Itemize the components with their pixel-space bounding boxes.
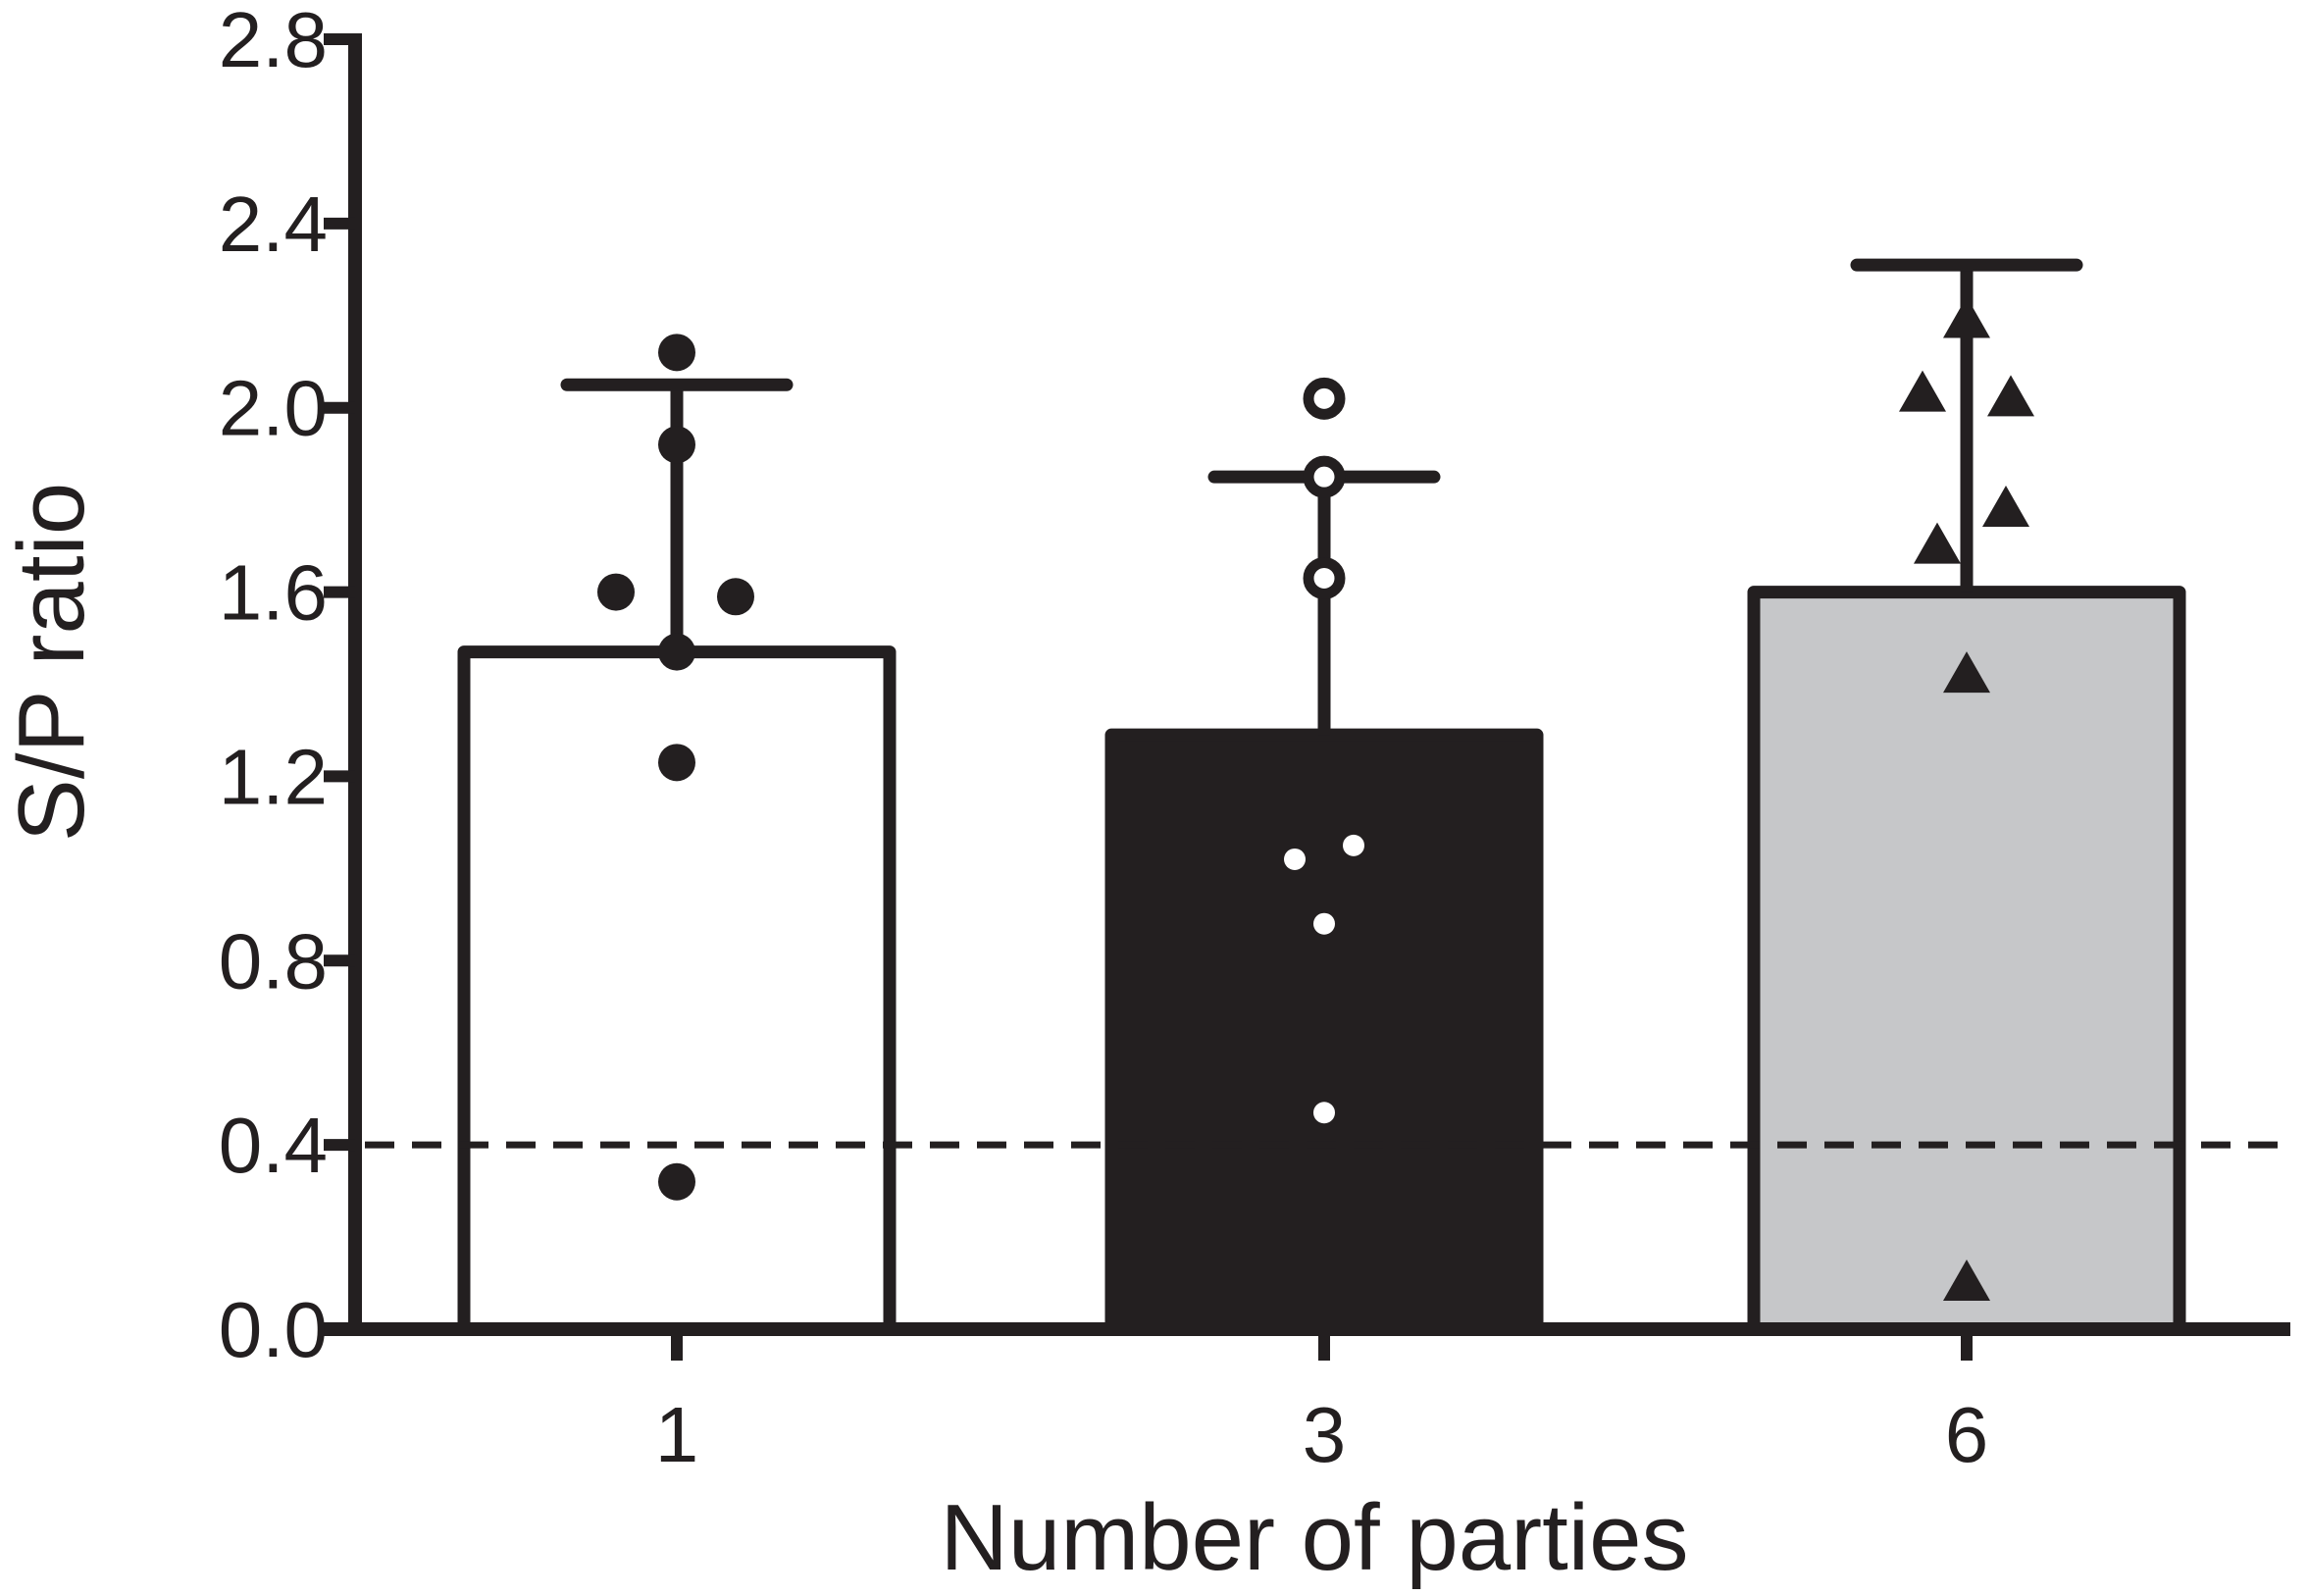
point-3-2: [1303, 455, 1346, 498]
y-tick-label-2.0: 2.0: [219, 365, 328, 452]
point-1-5: [658, 633, 695, 671]
y-tick-label-0.8: 0.8: [219, 917, 328, 1004]
points-layer: [597, 296, 2034, 1302]
point-6-3: [1987, 375, 2034, 417]
x-tick-label-3: 3: [1303, 1391, 1347, 1478]
y-axis-title: S/P ratio: [0, 483, 104, 842]
point-1-4: [717, 578, 754, 616]
x-axis-title: Number of parties: [941, 1485, 1689, 1590]
point-3-1: [1303, 377, 1346, 420]
y-tick-label-1.6: 1.6: [219, 549, 328, 637]
point-1-7: [658, 1162, 695, 1201]
point-6-7: [1943, 1260, 1990, 1302]
bar-6: [1747, 586, 2186, 1336]
point-6-6: [1943, 651, 1990, 694]
bar-3: [1104, 728, 1544, 1336]
point-1-2: [658, 426, 695, 464]
point-1-6: [658, 744, 695, 782]
point-6-5: [1914, 522, 1961, 564]
x-tick-label-6: 6: [1945, 1391, 1989, 1478]
point-3-4: [1343, 834, 1364, 856]
point-3-5: [1284, 848, 1306, 870]
y-tick-label-0.0: 0.0: [219, 1286, 328, 1373]
x-tick-label-1: 1: [655, 1391, 699, 1478]
point-3-3: [1303, 556, 1346, 599]
point-6-4: [1982, 486, 2029, 528]
y-tick-label-2.4: 2.4: [219, 180, 328, 268]
y-tick-label-2.8: 2.8: [219, 0, 328, 83]
point-1-1: [658, 334, 695, 372]
point-3-7: [1313, 1102, 1335, 1124]
point-1-3: [597, 573, 635, 611]
point-3-6: [1313, 912, 1335, 935]
y-tick-label-1.2: 1.2: [219, 733, 328, 820]
axes-layer: 0.0 0.4 0.8 1.2 1.6 2.0 2.4 2.8 1 3 6: [219, 0, 2290, 1478]
point-6-2: [1899, 370, 1946, 412]
point-6-1: [1943, 296, 1990, 338]
y-tick-label-0.4: 0.4: [219, 1102, 328, 1189]
